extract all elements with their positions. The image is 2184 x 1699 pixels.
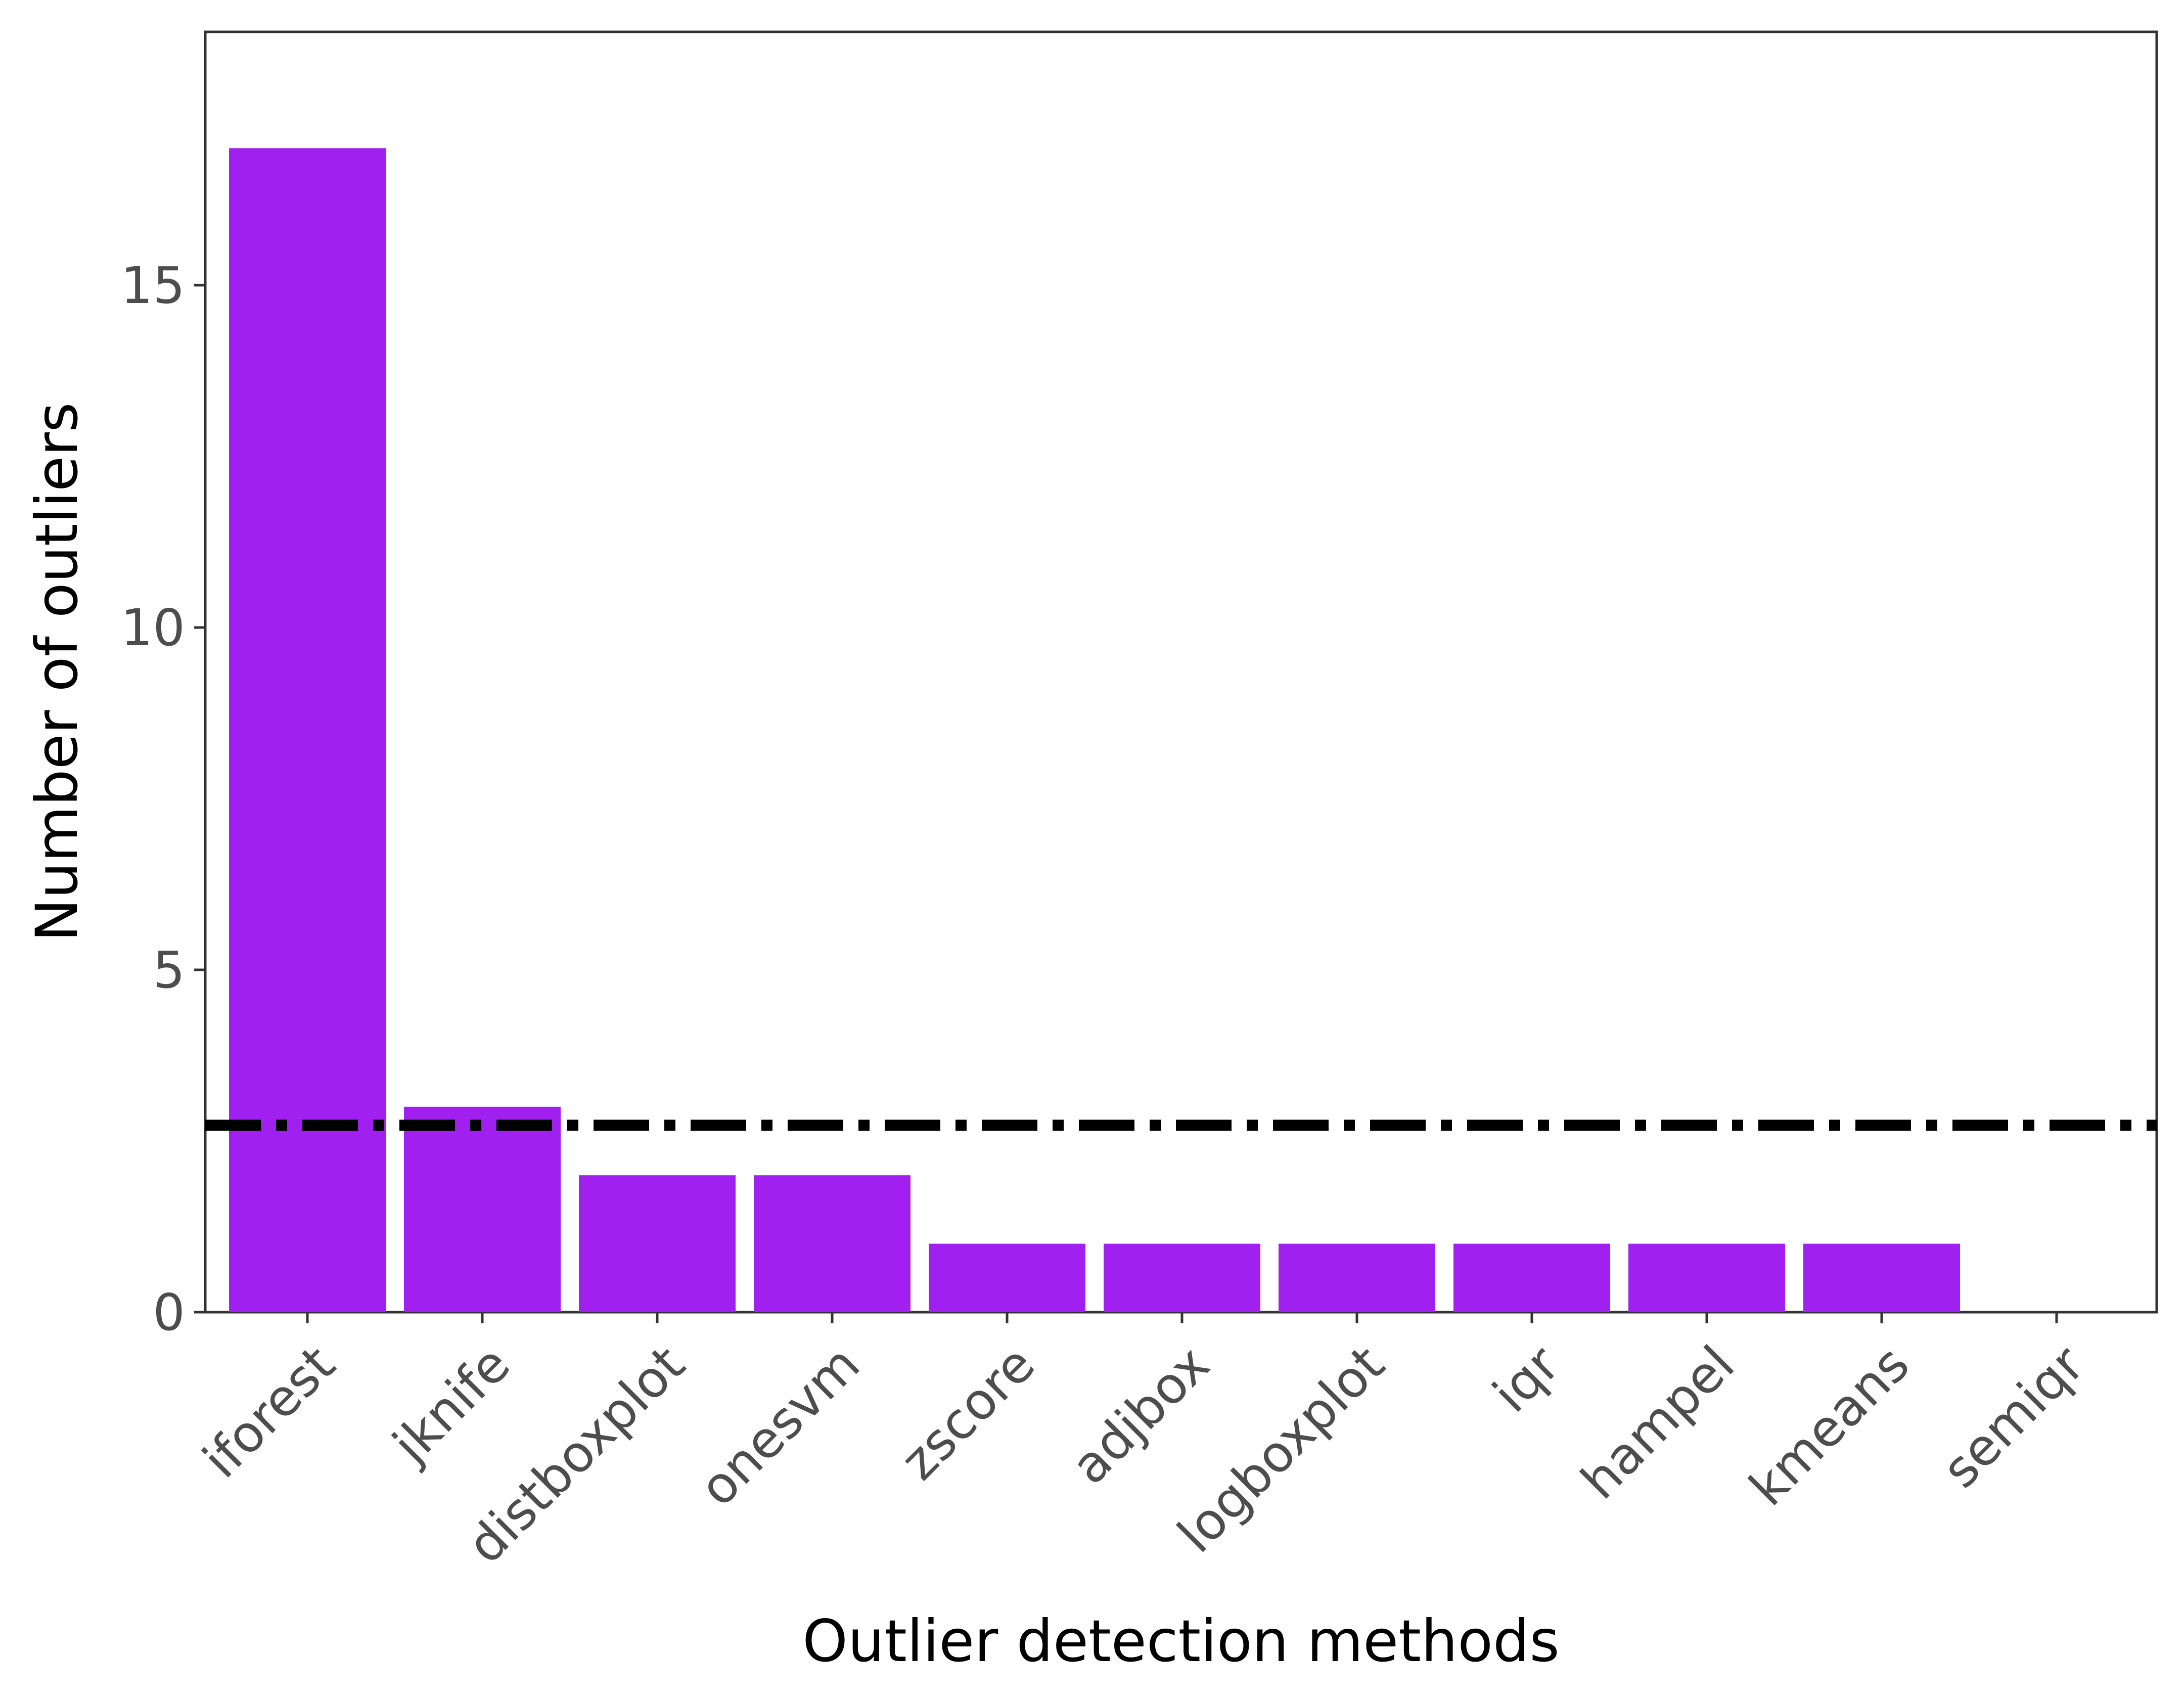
x-tick-label-adjbox: adjbox	[1060, 1334, 1221, 1495]
x-tick-label-iqr: iqr	[1482, 1334, 1571, 1424]
x-tick-label-kmeans: kmeans	[1738, 1334, 1921, 1517]
x-tick-label-semiqr: semiqr	[1931, 1334, 2096, 1499]
y-tick-label: 15	[121, 256, 185, 315]
y-tick-label: 0	[153, 1283, 185, 1342]
x-tick-label-onesvm: onesvm	[688, 1334, 871, 1517]
x-tick-label-jknife: jknife	[381, 1334, 521, 1475]
bar-kmeans	[1803, 1243, 1960, 1312]
bar-onesvm	[754, 1175, 911, 1312]
y-axis: 0 5 10 15	[121, 256, 205, 1342]
bar-adjbox	[1104, 1243, 1260, 1312]
x-tick-label-hampel: hampel	[1570, 1334, 1746, 1510]
y-tick-label: 5	[153, 941, 185, 1000]
x-axis-title: Outlier detection methods	[802, 1607, 1560, 1675]
bar-jknife	[404, 1106, 561, 1312]
bar-zscore	[929, 1243, 1085, 1312]
y-axis-title: Number of outliers	[23, 403, 90, 942]
y-tick-label: 10	[121, 598, 185, 657]
x-tick-label-iforest: iforest	[192, 1334, 346, 1489]
plot-panel	[204, 30, 2158, 1314]
bar-hampel	[1628, 1243, 1785, 1312]
x-tick-label-zscore: zscore	[889, 1334, 1046, 1491]
bar-iforest	[229, 148, 386, 1312]
bar-iqr	[1453, 1243, 1610, 1312]
bar-logboxplot	[1279, 1243, 1435, 1312]
bars-group	[229, 148, 1960, 1312]
bar-distboxplot	[579, 1175, 736, 1312]
